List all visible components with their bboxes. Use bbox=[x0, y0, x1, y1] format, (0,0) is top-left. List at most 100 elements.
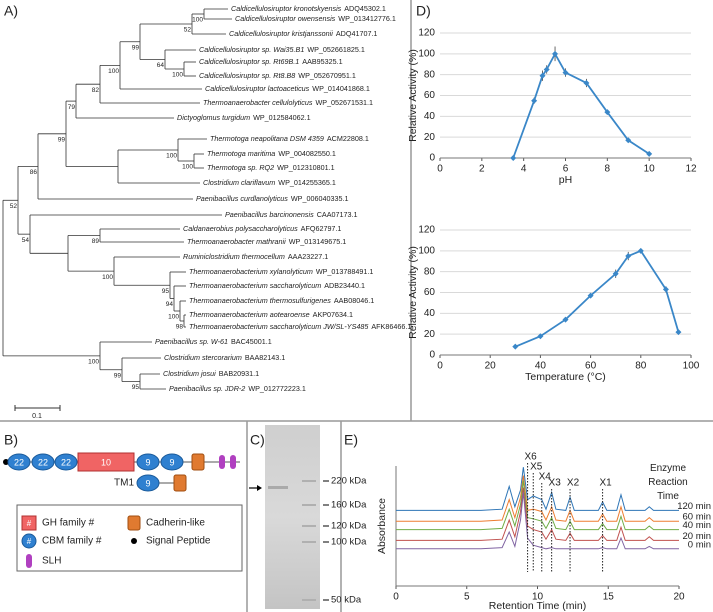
marker-label: 50 kDa bbox=[331, 595, 362, 606]
leaf-label: Caldicellulosiruptor kronotskyensis ADQ45… bbox=[231, 4, 386, 13]
marker-label: 220 kDa bbox=[331, 476, 367, 487]
y-tick-label: 100 bbox=[418, 245, 435, 256]
signal-peptide bbox=[3, 459, 9, 465]
accession: WP_012310801.1 bbox=[277, 163, 335, 172]
x-tick-label: 40 bbox=[535, 361, 547, 372]
bootstrap-value: 54 bbox=[22, 237, 30, 244]
legend-label: SLH bbox=[42, 556, 61, 567]
data-point bbox=[646, 150, 653, 157]
line-series bbox=[396, 475, 679, 522]
construct-name: TM1 bbox=[114, 478, 134, 489]
data-point bbox=[512, 343, 519, 350]
domain-label: 10 bbox=[101, 457, 111, 467]
y-tick-label: 0 bbox=[429, 153, 435, 164]
bootstrap-value: 100 bbox=[108, 68, 119, 75]
x-tick-label: 0 bbox=[437, 361, 443, 372]
species: Paenibacillus barcinonensis bbox=[225, 210, 314, 219]
x-tick-label: 0 bbox=[437, 164, 443, 175]
bootstrap-value: 100 bbox=[168, 314, 179, 321]
x-tick-label: 6 bbox=[563, 164, 569, 175]
leaf-label: Ruminiclostridium thermocellum AAA23227.1 bbox=[183, 252, 328, 261]
gel-band bbox=[302, 599, 316, 601]
data-point bbox=[612, 270, 619, 277]
leaf-label: Caldicellulosiruptor sp. Rt69B.1 AAB95325… bbox=[199, 57, 343, 66]
annotation-label: X1 bbox=[599, 478, 612, 489]
leaf-label: Thermoanaerobacterium saccharolyticum ADB… bbox=[189, 281, 365, 290]
y-axis-label: Relative Activity (%) bbox=[407, 49, 419, 142]
x-tick-label: 100 bbox=[683, 361, 700, 372]
data-point bbox=[583, 80, 590, 86]
leaf-label: Dictyoglomus turgidum WP_012584062.1 bbox=[177, 113, 311, 122]
leaf-label: Clostridium clariflavum WP_014255365.1 bbox=[203, 178, 336, 187]
data-point bbox=[562, 69, 569, 76]
bootstrap-value: 86 bbox=[30, 169, 38, 176]
legend-label: 40 min bbox=[682, 520, 711, 531]
accession: WP_014255365.1 bbox=[278, 178, 336, 187]
accession: BAA82143.1 bbox=[245, 353, 285, 362]
legend-symbol bbox=[26, 554, 32, 568]
data-point bbox=[552, 50, 559, 57]
gel-band bbox=[302, 525, 316, 527]
accession: ACM22808.1 bbox=[327, 134, 369, 143]
x-tick-label: 4 bbox=[521, 164, 527, 175]
species: Thermoanaerobacterium saccharolyticum bbox=[189, 281, 321, 290]
leaf-label: Thermoanaerobacter cellulolyticus WP_0526… bbox=[203, 98, 373, 107]
accession: AKP07634.1 bbox=[313, 310, 353, 319]
bootstrap-value: 52 bbox=[184, 27, 192, 34]
panel-label: B) bbox=[4, 432, 18, 448]
domain-label: 22 bbox=[38, 457, 48, 467]
leaf-label: Thermotoga maritima WP_004082550.1 bbox=[207, 149, 336, 158]
gel-band bbox=[302, 541, 316, 543]
cbm-domain bbox=[7, 453, 31, 471]
data-point bbox=[625, 253, 632, 260]
accession: WP_013149675.1 bbox=[289, 237, 347, 246]
legend-label: CBM family # bbox=[42, 536, 102, 547]
y-tick-label: 60 bbox=[424, 90, 436, 101]
y-axis-label: Absorbance bbox=[376, 498, 388, 554]
species: Paenibacillus sp. W-61 bbox=[155, 337, 228, 346]
annotation-label: X6 bbox=[524, 452, 537, 463]
x-tick-label: 15 bbox=[603, 592, 615, 603]
marker-label: 160 kDa bbox=[331, 500, 367, 511]
cbm-domain bbox=[160, 453, 184, 471]
x-tick-label: 80 bbox=[635, 361, 647, 372]
bootstrap-value: 52 bbox=[10, 203, 18, 210]
legend-symbol-text: # bbox=[27, 519, 32, 528]
data-point bbox=[510, 155, 517, 161]
accession: WP_014041868.1 bbox=[312, 84, 370, 93]
data-point bbox=[543, 66, 550, 73]
y-tick-label: 40 bbox=[424, 111, 436, 122]
accession: WP_012584062.1 bbox=[253, 113, 311, 122]
gel-band bbox=[302, 504, 316, 506]
y-tick-label: 80 bbox=[424, 266, 436, 277]
x-tick-label: 20 bbox=[485, 361, 497, 372]
species: Paenibacillus sp. JDR-2 bbox=[169, 384, 245, 393]
cbm-domain bbox=[31, 453, 55, 471]
leaf-label: Caldanaerobius polysaccharolyticus AFQ627… bbox=[183, 224, 341, 233]
cbm-domain bbox=[54, 453, 78, 471]
accession: ADQ45302.1 bbox=[344, 4, 386, 13]
species: Thermotoga maritima bbox=[207, 149, 275, 158]
species: Clostridium josui bbox=[163, 369, 216, 378]
marker-label: 100 kDa bbox=[331, 537, 367, 548]
data-point bbox=[531, 97, 538, 104]
species: Caldicellulosiruptor kristjanssonii bbox=[229, 29, 333, 38]
accession: AFQ62797.1 bbox=[301, 224, 342, 233]
species: Thermoanaerobacter mathranii bbox=[187, 237, 286, 246]
legend-title-line: Enzyme bbox=[650, 463, 687, 474]
accession: WP_006040335.1 bbox=[291, 194, 349, 203]
cbm-domain bbox=[136, 453, 160, 471]
legend-symbol-text: # bbox=[27, 537, 32, 546]
y-tick-label: 120 bbox=[418, 28, 435, 39]
line-series bbox=[396, 487, 679, 541]
legend-symbol bbox=[127, 515, 141, 531]
leaf-label: Thermoanaerobacter mathranii WP_013149675… bbox=[187, 237, 346, 246]
bootstrap-value: 89 bbox=[92, 238, 100, 245]
data-point bbox=[537, 333, 544, 340]
species: Thermoanaerobacterium thermosulfurigenes bbox=[189, 296, 331, 305]
bootstrap-value: 82 bbox=[92, 87, 100, 94]
data-point bbox=[604, 109, 611, 116]
line-series bbox=[512, 51, 650, 159]
x-axis-label: pH bbox=[559, 174, 572, 186]
